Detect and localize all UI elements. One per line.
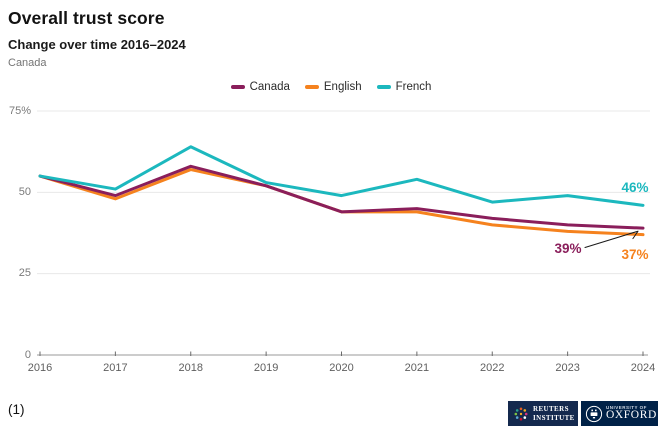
annotation-label-french: 46% <box>621 180 649 195</box>
annotation-label-english: 37% <box>621 247 649 262</box>
footnote-marker: (1) <box>8 402 25 417</box>
chart-legend: Canada English French <box>0 81 662 93</box>
legend-item-canada: Canada <box>230 81 290 93</box>
footer-logos: REUTERS INSTITUTE UNIVERSITY OF OXFORD <box>508 401 658 426</box>
oxford-logo-line2: OXFORD <box>606 409 657 422</box>
reuters-dots-globe-icon <box>514 407 528 420</box>
reuters-logo-line2: INSTITUTE <box>533 413 575 422</box>
oxford-crest-icon <box>585 405 603 422</box>
english-line-swatch-icon <box>304 85 319 89</box>
region-label: Canada <box>8 57 47 69</box>
reuters-institute-logo: REUTERS INSTITUTE <box>508 401 578 426</box>
reuters-logo-line1: REUTERS <box>533 405 569 414</box>
page-title: Overall trust score <box>8 8 165 28</box>
legend-item-english: English <box>304 81 362 93</box>
legend-label: English <box>323 81 362 93</box>
chart-subtitle: Change over time 2016–2024 <box>8 37 186 52</box>
annotation-label-canada: 39% <box>554 241 582 256</box>
oxford-logo-line1: UNIVERSITY OF <box>606 405 647 411</box>
oxford-university-logo: UNIVERSITY OF OXFORD <box>581 401 658 426</box>
legend-item-french: French <box>376 81 432 93</box>
french-line-swatch-icon <box>376 85 391 89</box>
legend-label: French <box>395 81 432 93</box>
canada-line-swatch-icon <box>230 85 245 89</box>
legend-label: Canada <box>249 81 290 93</box>
